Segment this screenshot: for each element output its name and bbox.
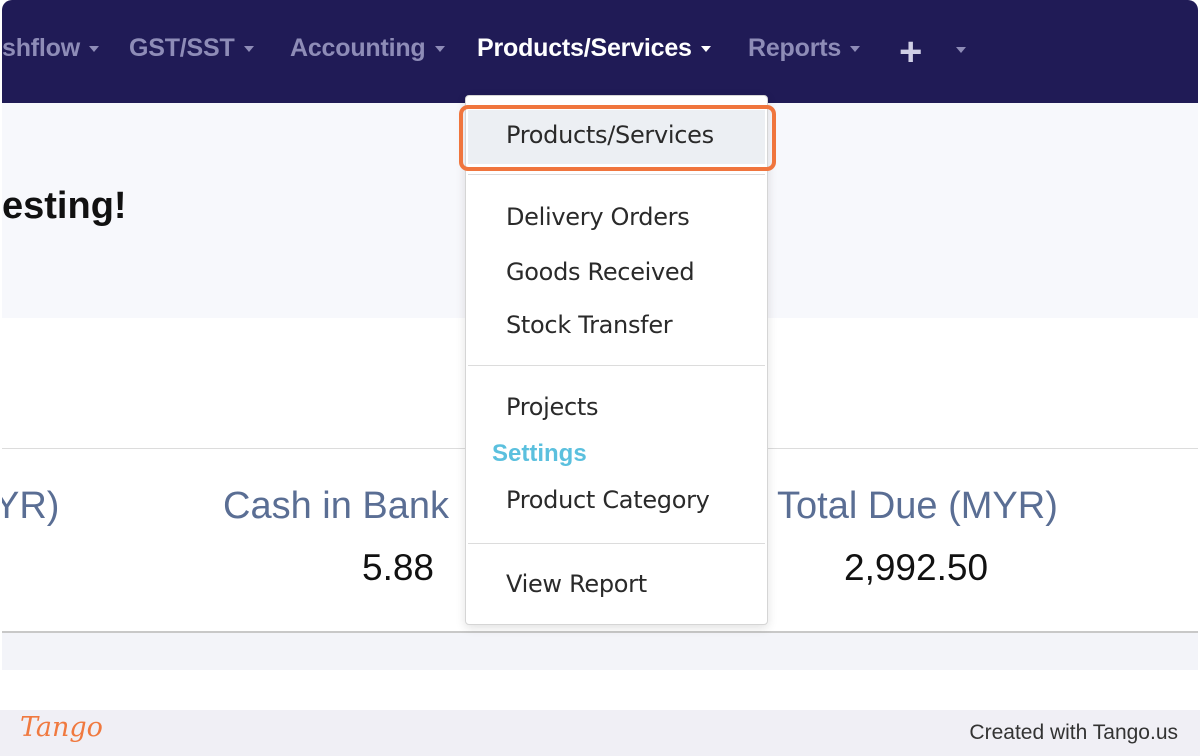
nav-cashflow[interactable]: shflow [2,34,99,63]
menu-divider [468,174,765,175]
nav-gst-sst-label: GST/SST [129,34,235,62]
stat-label-total-myr: YR) [2,485,60,527]
plus-icon[interactable]: + [899,30,923,74]
stat-label-cash-in-bank: Cash in Bank [223,485,450,527]
footer-bar [0,710,1200,756]
menu-item-delivery-orders[interactable]: Delivery Orders [506,203,690,231]
menu-item-product-category[interactable]: Product Category [506,486,710,514]
welcome-heading: esting! [2,185,127,227]
tango-logo: Tango [20,712,103,743]
chevron-down-icon [700,46,711,53]
nav-reports[interactable]: Reports [748,34,861,63]
menu-divider [468,365,765,366]
chevron-down-icon[interactable] [956,47,966,53]
menu-item-projects[interactable]: Projects [506,393,599,421]
created-with-text: Created with Tango.us [969,721,1178,744]
menu-item-highlight [468,110,765,164]
chevron-down-icon [434,46,445,53]
nav-gst-sst[interactable]: GST/SST [129,34,254,63]
stat-label-total-due: Total Due (MYR) [777,485,1058,527]
menu-divider [468,543,765,544]
chevron-down-icon [88,46,99,53]
stat-value-total-due: 2,992.50 [844,547,989,588]
stat-value-cash-in-bank: 5.88 [362,547,435,588]
nav-reports-label: Reports [748,34,842,62]
menu-section-header-settings: Settings [492,440,587,467]
menu-item-goods-received[interactable]: Goods Received [506,258,695,286]
nav-accounting-label: Accounting [290,34,426,62]
menu-item-stock-transfer[interactable]: Stock Transfer [506,311,673,339]
menu-item-products-services[interactable]: Products/Services [506,121,714,149]
top-navigation-bar: shflow GST/SST Accounting Products/Servi… [2,0,1198,103]
products-services-dropdown-menu: Products/Services Delivery Orders Goods … [465,95,768,625]
nav-cashflow-label: shflow [2,34,80,62]
nav-accounting[interactable]: Accounting [290,34,445,63]
nav-products-services-label: Products/Services [477,34,692,62]
click-target-highlight [459,105,776,171]
chevron-down-icon [850,46,861,53]
section-divider [2,633,1198,670]
menu-item-view-report[interactable]: View Report [506,570,647,598]
chevron-down-icon [243,46,254,53]
lower-panel [2,670,1198,710]
nav-products-services[interactable]: Products/Services [477,34,711,63]
